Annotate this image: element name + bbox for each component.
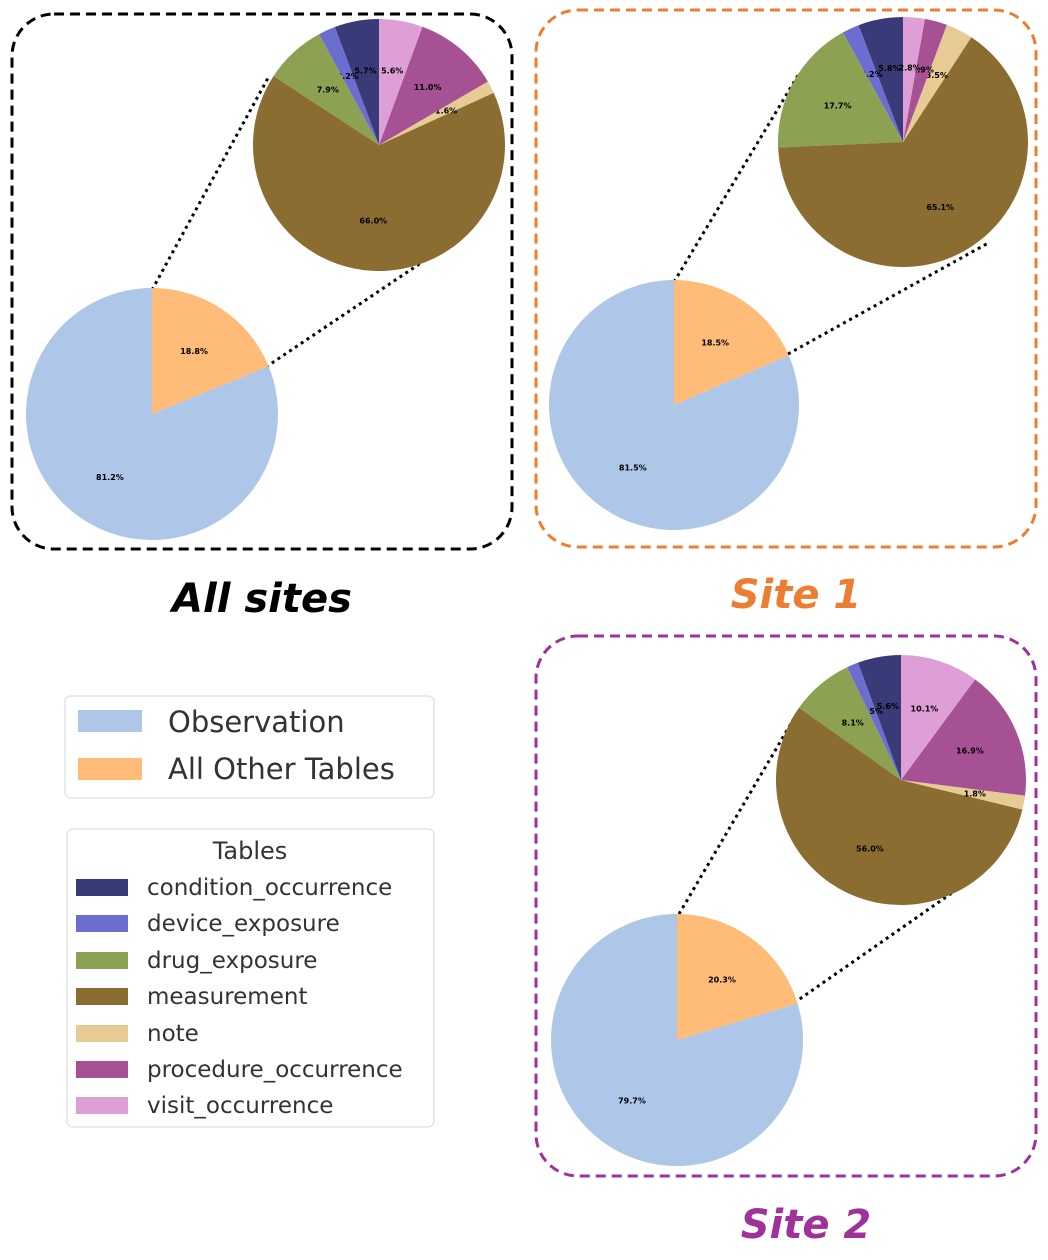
main-site-2-slice-all-other-tables	[677, 914, 798, 1040]
main-pie-site-2: 79.7% 20.3%	[551, 914, 804, 1167]
detail-all-sites-slice-note	[379, 81, 494, 145]
panel-border-site-2	[534, 634, 1038, 1178]
detail-pie-all-sites: 5.7%2.2% 7.9% 66.0% 1.6% 11.0% 5.6%	[252, 19, 505, 271]
legend-label-measurement: measurement	[147, 984, 307, 1010]
legend-swatch-observation	[78, 710, 142, 732]
detail-site-1-pct-label-condition-occurrence: 5.8%	[878, 64, 900, 73]
detail-site-1-pct-label-device-exposure: 2.2%	[860, 70, 882, 79]
legend-swatch-drug-exposure	[76, 952, 128, 969]
legend-swatch-procedure-occurrence	[76, 1061, 128, 1078]
detail-all-sites-pct-label-drug-exposure: 7.9%	[317, 85, 339, 94]
legend-label-device-exposure: device_exposure	[147, 911, 340, 937]
main-all-sites-pct-label-observation: 81.2%	[96, 473, 124, 482]
detail-site-1-pct-label-note: 3.5%	[926, 71, 948, 80]
legend-tables-title: Tables	[212, 837, 288, 865]
detail-site-1-slice-measurement	[778, 37, 1028, 267]
zoom-line-bottom-all-sites	[265, 240, 453, 369]
detail-site-2-pct-label-condition-occurrence: 5.6%	[877, 702, 899, 711]
detail-all-sites-pct-label-visit-occurrence: 5.6%	[381, 67, 403, 76]
legend-tables: Tables condition_occurrence device_expos…	[66, 828, 435, 1128]
legend-label-procedure-occurrence: procedure_occurrence	[147, 1057, 403, 1083]
main-all-sites-slice-all-other-tables	[152, 288, 269, 414]
detail-all-sites-pct-label-procedure-occurrence: 11.0%	[414, 83, 442, 92]
detail-all-sites-slice-measurement	[252, 76, 505, 271]
detail-site-1-slice-drug-exposure	[777, 32, 903, 148]
detail-site-1-slice-visit-occurrence	[903, 17, 925, 142]
panel-title-site-2: Site 2	[741, 1202, 872, 1248]
detail-site-1-slice-note	[903, 24, 972, 142]
detail-all-sites-pct-label-device-exposure: 2.2%	[337, 72, 359, 81]
detail-site-2-slice-visit-occurrence	[901, 655, 976, 780]
detail-all-sites-slice-procedure-occurrence	[379, 26, 488, 145]
main-site-1-pct-label-observation: 81.5%	[619, 464, 647, 473]
detail-all-sites-slice-condition-occurrence	[334, 19, 379, 145]
panel-site-2: 79.7% 20.3% 5.6%1.5% 8.1% 56.0% 1.8% 16.9% 10.…	[534, 634, 1038, 1248]
detail-site-2-pct-label-measurement: 56.0%	[856, 844, 884, 853]
legend-tables-frame	[66, 828, 435, 1128]
detail-site-1-slice-procedure-occurrence	[903, 18, 947, 142]
legend-label-condition-occurrence: condition_occurrence	[147, 875, 392, 901]
detail-site-2-pct-label-procedure-occurrence: 16.9%	[956, 746, 984, 755]
legend-swatch-measurement	[76, 988, 128, 1005]
detail-site-2-slice-device-exposure	[847, 662, 901, 780]
main-site-2-pct-label-all-other-tables: 20.3%	[708, 975, 736, 984]
detail-site-1-pct-label-visit-occurrence: 2.8%	[899, 63, 921, 72]
panel-all-sites: 81.2% 18.8% 5.7%2.2% 7.9% 66.0% 1.6% 11.0% 5.6…	[10, 12, 514, 622]
detail-pie-site-1: 5.8%2.2% 17.7% 65.1% 3.5%2.9%2.8%	[777, 17, 1028, 267]
panel-border-all-sites	[10, 12, 514, 551]
legend-main-frame	[64, 695, 435, 799]
legend-swatch-visit-occurrence	[76, 1097, 128, 1114]
detail-site-2-slice-drug-exposure	[798, 667, 901, 780]
legend-label-all-other-tables: All Other Tables	[168, 752, 395, 786]
detail-all-sites-slice-device-exposure	[318, 26, 379, 146]
legend-main: Observation All Other Tables	[64, 695, 435, 799]
detail-site-1-slice-condition-occurrence	[858, 17, 903, 142]
detail-all-sites-slice-visit-occurrence	[379, 19, 423, 145]
legend-swatch-note	[76, 1025, 128, 1042]
detail-site-2-slice-condition-occurrence	[857, 655, 901, 780]
detail-site-2-slice-note	[901, 780, 1026, 810]
main-site-1-pct-label-all-other-tables: 18.5%	[701, 338, 729, 347]
detail-all-sites-pct-label-condition-occurrence: 5.7%	[354, 67, 376, 76]
panel-border-site-1	[534, 8, 1038, 549]
zoom-line-top-all-sites	[150, 77, 270, 291]
zoom-line-top-site-1	[672, 71, 802, 283]
detail-site-2-slice-measurement	[775, 707, 1023, 906]
detail-all-sites-pct-label-note: 1.6%	[435, 106, 457, 115]
legend-label-note: note	[147, 1021, 199, 1047]
panel-title-all-sites: All sites	[169, 576, 352, 622]
detail-site-1-slice-device-exposure	[842, 25, 903, 142]
legend-label-drug-exposure: drug_exposure	[147, 948, 317, 974]
main-site-2-pct-label-observation: 79.7%	[618, 1097, 646, 1106]
detail-all-sites-slice-drug-exposure	[273, 34, 379, 145]
main-pie-all-sites: 81.2% 18.8%	[25, 288, 278, 540]
legend-swatch-device-exposure	[76, 915, 128, 932]
detail-site-2-slice-procedure-occurrence	[901, 679, 1026, 796]
detail-site-1-pct-label-measurement: 65.1%	[926, 203, 954, 212]
main-site-1-slice-all-other-tables	[674, 280, 789, 405]
detail-all-sites-pct-label-measurement: 66.0%	[359, 216, 387, 225]
legend-label-visit-occurrence: visit_occurrence	[147, 1093, 333, 1119]
legend-swatch-condition-occurrence	[76, 879, 128, 896]
main-site-1-slice-observation	[548, 279, 799, 531]
detail-site-2-pct-label-note: 1.8%	[964, 790, 986, 799]
main-pie-site-1: 81.5% 18.5%	[548, 279, 799, 531]
legend-label-observation: Observation	[168, 705, 345, 739]
panel-site-1: 81.5% 18.5% 5.8%2.2% 17.7% 65.1% 3.5%2.9%2.8…	[534, 8, 1038, 618]
main-all-sites-slice-observation	[25, 288, 278, 540]
detail-site-2-pct-label-drug-exposure: 8.1%	[842, 719, 864, 728]
detail-site-2-pct-label-visit-occurrence: 10.1%	[911, 705, 939, 714]
detail-site-1-pct-label-drug-exposure: 17.7%	[824, 101, 852, 110]
main-all-sites-pct-label-all-other-tables: 18.8%	[180, 347, 208, 356]
detail-site-2-pct-label-device-exposure: 1.5%	[861, 707, 883, 716]
detail-pie-site-2: 5.6%1.5% 8.1% 56.0% 1.8% 16.9% 10.1%	[775, 655, 1026, 906]
detail-site-1-pct-label-procedure-occurrence: 2.9%	[912, 66, 934, 75]
zoom-line-top-site-2	[677, 714, 798, 915]
legend-swatch-all-other-tables	[78, 758, 142, 780]
main-site-2-slice-observation	[551, 914, 804, 1167]
panel-title-site-1: Site 1	[731, 572, 862, 618]
